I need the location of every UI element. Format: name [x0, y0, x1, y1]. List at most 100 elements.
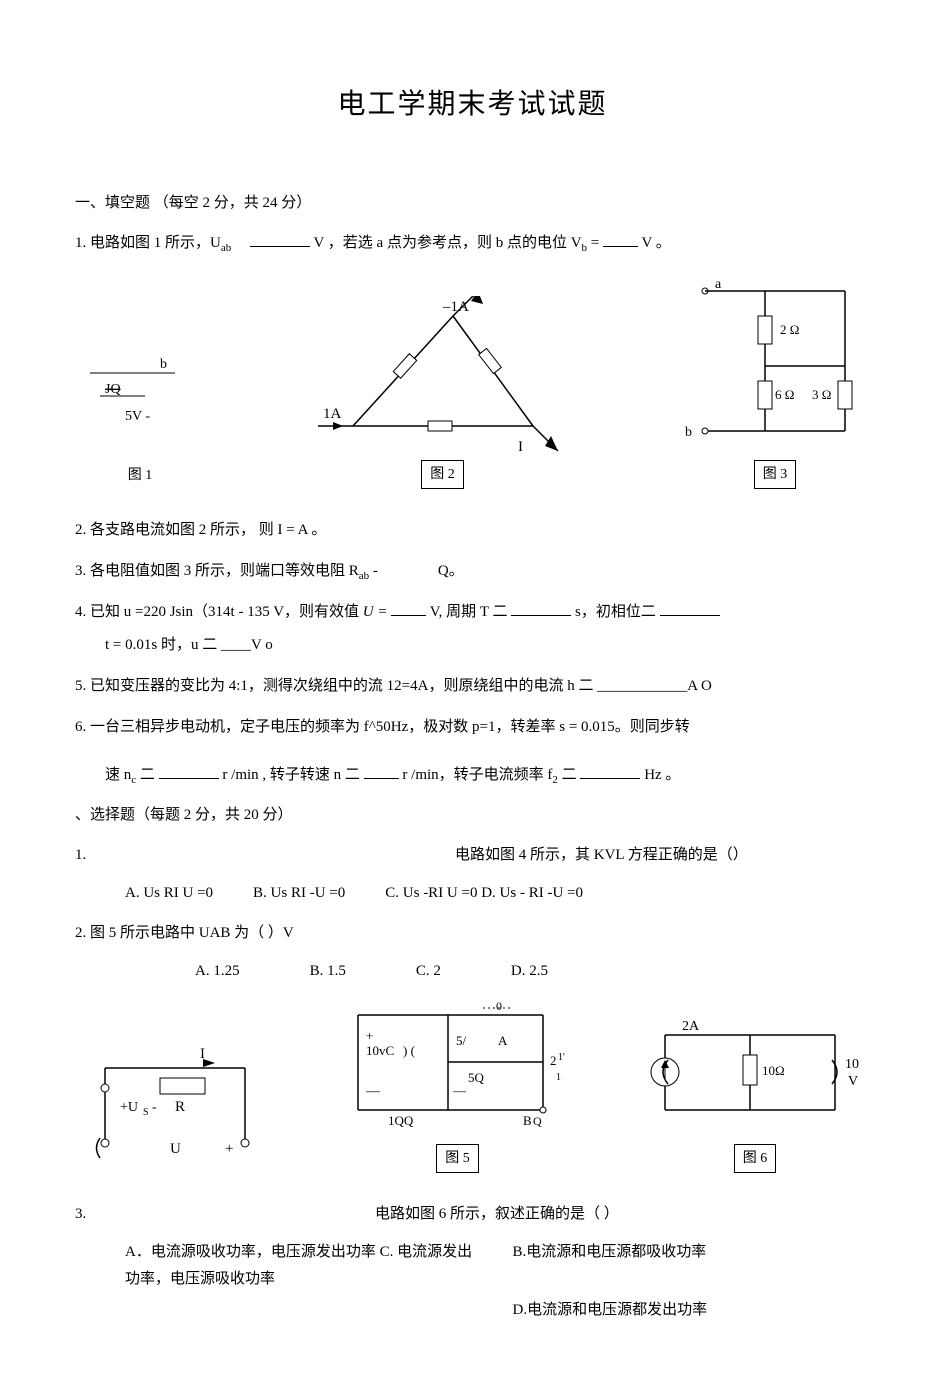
q1-blank2 [603, 231, 638, 247]
svg-text:+: + [366, 1028, 373, 1043]
question-2: 2. 各支路电流如图 2 所示， 则 I = A 。 [75, 514, 870, 547]
q3-suffix: Q。 [438, 563, 464, 579]
q6-line1: 6. 一台三相异步电动机，定子电压的频率为 f^50Hz，极对数 p=1，转差率… [75, 711, 870, 744]
s2q3-text: 电路如图 6 所示，叙述正确的是（ ） [375, 1198, 619, 1231]
s2q2-optD: D. 2.5 [511, 958, 548, 985]
s2q1-optC: C. Us -RI U =0 D. Us - RI -U =0 [385, 880, 583, 907]
s2q3-optA: A．电流源吸收功率，电压源发出功率 C. 电流源发出功率，电压源吸收功率 [125, 1239, 483, 1293]
s2q3-optD: D.电流源和电压源都发出功率 [513, 1297, 871, 1324]
q4-l1d: s，初相位二 [575, 604, 656, 620]
question-4: 4. 已知 u =220 Jsin（314t - 135 V，则有效值 U = … [75, 596, 870, 662]
svg-text:A: A [498, 1033, 508, 1048]
q4-l1c: V, 周期 T 二 [430, 604, 508, 620]
s2q1-num: 1. [75, 839, 455, 872]
figure-4: R I +U S - U + [75, 1043, 275, 1173]
svg-text:5/: 5/ [456, 1033, 467, 1048]
s2q2-options: A. 1.25 B. 1.5 C. 2 D. 2.5 [75, 958, 870, 985]
q6-line2: 速 nc 二 r /min , 转子转速 n 二 r /min，转子电流频率 f… [75, 759, 870, 792]
s2q1-optA: A. Us RI U =0 [125, 880, 213, 907]
s2q2-optB: B. 1.5 [310, 958, 346, 985]
svg-text:—: — [365, 1084, 381, 1099]
figure-6: 2A 10Ω 10 V 图 6 [640, 1020, 870, 1173]
s2q2-optA: A. 1.25 [195, 958, 240, 985]
q1-suffix: V 。 [641, 235, 670, 251]
figures-row-1: b JQ 5V - 图 1 1A –1 [75, 276, 870, 489]
svg-text:a: a [715, 277, 722, 292]
q4-blank2 [511, 600, 571, 616]
q6-blank3 [580, 763, 640, 779]
svg-text:1': 1' [558, 1052, 565, 1063]
svg-text:3 Ω: 3 Ω [812, 387, 831, 402]
figure-3: a 2 Ω 6 Ω 3 Ω b [680, 276, 870, 489]
svg-text:S: S [143, 1107, 149, 1118]
s2q3-optB: B.电流源和电压源都吸收功率 [513, 1239, 871, 1293]
svg-text:-: - [152, 1100, 157, 1115]
s2q1-text: 电路如图 4 所示，其 KVL 方程正确的是（） [455, 839, 748, 872]
svg-text:B: B [523, 1113, 532, 1128]
s2q2-optC: C. 2 [416, 958, 441, 985]
q6-blank2 [364, 763, 399, 779]
svg-text:10: 10 [845, 1057, 859, 1072]
q3-sub: ab [359, 570, 369, 582]
svg-text:1QQ: 1QQ [388, 1113, 414, 1128]
fig6-label: 图 6 [734, 1144, 777, 1173]
q1-blank1 [250, 231, 310, 247]
fig2-1a: 1A [323, 406, 342, 422]
question-5: 5. 已知变压器的变比为 4:1，测得次绕组中的流 12=4A，则原绕组中的电流… [75, 670, 870, 703]
svg-text:V: V [848, 1074, 858, 1089]
q6-l2a: 速 n [105, 767, 131, 783]
q1-prefix: 1. 电路如图 1 所示，U [75, 235, 221, 251]
fig1-b: b [160, 357, 167, 372]
q4-blank3 [660, 600, 720, 616]
q6-l2f: Hz 。 [644, 767, 680, 783]
s2q1-options: A. Us RI U =0 B. Us RI -U =0 C. Us -RI U… [75, 880, 870, 907]
svg-text:) (: ) ( [403, 1043, 415, 1058]
q1-mid1: V ，若选 a 点为参考点，则 b 点的电位 V [313, 235, 581, 251]
svg-text:+U: +U [120, 1100, 138, 1115]
svg-text:2 Ω: 2 Ω [780, 322, 799, 337]
fig1-label: 图 1 [120, 462, 161, 489]
question-6: 6. 一台三相异步电动机，定子电压的频率为 f^50Hz，极对数 p=1，转差率… [75, 711, 870, 792]
figures-row-2: R I +U S - U + + 10v [75, 1000, 870, 1173]
section2-header: 、选择题（每题 2 分，共 20 分） [75, 802, 870, 829]
page-title: 电工学期末考试试题 [75, 80, 870, 130]
fig2-neg1a: –1A [442, 299, 469, 315]
s2q3-num: 3. [75, 1198, 375, 1231]
svg-text:0: 0 [496, 1000, 502, 1013]
s2-question-1: 1. 电路如图 4 所示，其 KVL 方程正确的是（） [75, 839, 870, 872]
q4-l1a: 4. 已知 u =220 Jsin（314t - 135 V，则有效值 [75, 604, 363, 620]
svg-text:+: + [225, 1141, 233, 1157]
svg-text:1: 1 [556, 1072, 561, 1083]
q3-mid: - [373, 563, 378, 579]
fig2-label: 图 2 [421, 460, 464, 489]
svg-text:10vC: 10vC [366, 1043, 394, 1058]
fig5-label: 图 5 [436, 1144, 479, 1173]
q6-l2e: 二 [562, 767, 577, 783]
q1-mid2: = [591, 235, 599, 251]
s2q3-options: A．电流源吸收功率，电压源发出功率 C. 电流源发出功率，电压源吸收功率 B.电… [75, 1239, 870, 1324]
s2q1-optB: B. Us RI -U =0 [253, 880, 345, 907]
figure-5: + 10vC ) ( — 5/ 5Q — 1QQ A 0 B 2 1' 1 Q … [328, 1000, 588, 1173]
svg-text:R: R [175, 1099, 185, 1115]
fig1-jq: JQ [105, 382, 121, 397]
q6-blank1 [159, 763, 219, 779]
q1-sub2: b [582, 242, 588, 254]
svg-text:U: U [170, 1141, 181, 1157]
s2-question-2: 2. 图 5 所示电路中 UAB 为（ ）V [75, 917, 870, 950]
s2-question-3: 3. 电路如图 6 所示，叙述正确的是（ ） [75, 1198, 870, 1231]
question-1: 1. 电路如图 1 所示，Uab V ，若选 a 点为参考点，则 b 点的电位 … [75, 227, 870, 260]
svg-text:6 Ω: 6 Ω [775, 387, 794, 402]
q6-l2b: 二 [140, 767, 155, 783]
fig2-i: I [518, 439, 523, 455]
svg-text:b: b [685, 425, 692, 440]
svg-text:—: — [452, 1083, 467, 1098]
q6-l2d: r /min，转子电流频率 f [402, 767, 552, 783]
svg-text:10Ω: 10Ω [762, 1063, 785, 1078]
svg-text:I: I [200, 1046, 205, 1062]
figure-2: 1A –1A I 图 2 [313, 296, 573, 489]
q3-prefix: 3. 各电阻值如图 3 所示，则端口等效电阻 R [75, 563, 359, 579]
question-3: 3. 各电阻值如图 3 所示，则端口等效电阻 Rab - Q。 [75, 555, 870, 588]
q4-blank1 [391, 600, 426, 616]
fig3-label: 图 3 [754, 460, 797, 489]
q6-l2c: r /min , 转子转速 n 二 [222, 767, 360, 783]
